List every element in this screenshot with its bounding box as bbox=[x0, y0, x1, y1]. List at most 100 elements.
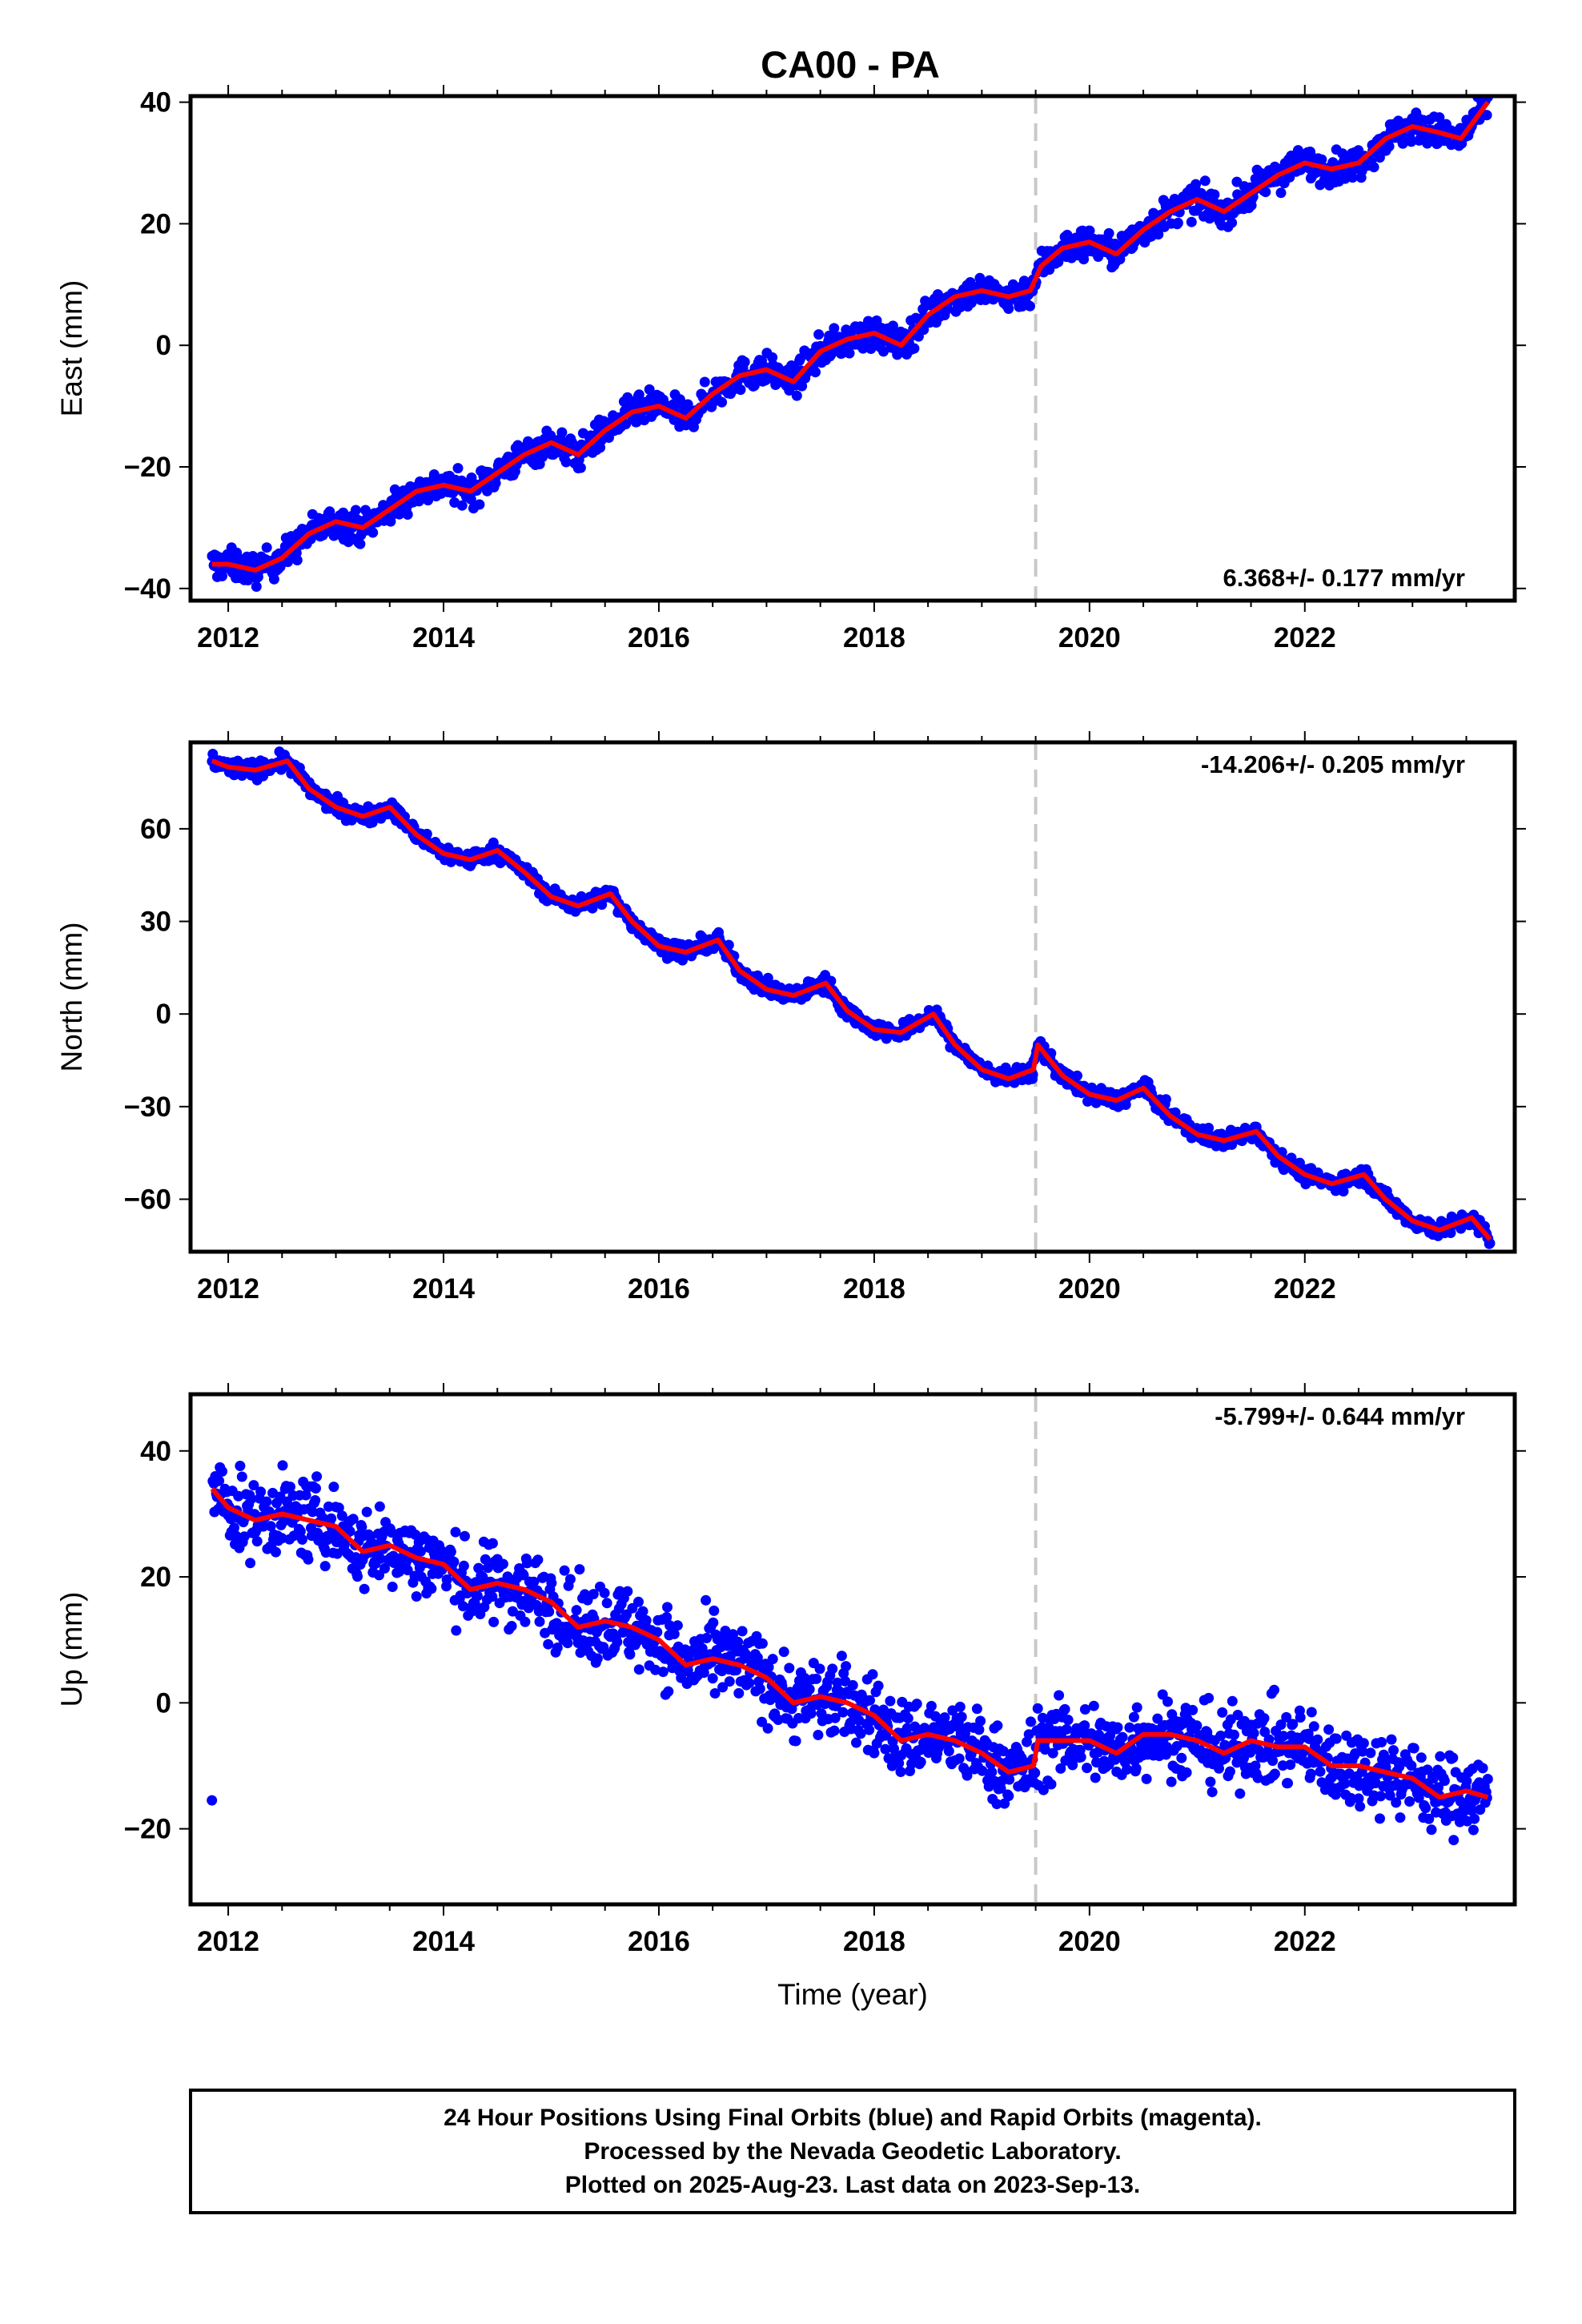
x-tick-label: 2020 bbox=[1058, 1273, 1121, 1305]
daily-position-point bbox=[361, 1506, 372, 1518]
daily-position-point bbox=[1112, 1722, 1123, 1733]
daily-position-point bbox=[1026, 1716, 1036, 1727]
daily-position-point bbox=[1209, 189, 1220, 200]
daily-position-point bbox=[359, 1583, 370, 1594]
daily-position-point bbox=[778, 1647, 789, 1658]
daily-position-point bbox=[487, 1538, 498, 1549]
daily-position-point bbox=[999, 1798, 1010, 1809]
daily-position-point bbox=[1277, 1760, 1288, 1771]
y-tick-label: −20 bbox=[124, 452, 171, 483]
daily-position-point bbox=[1285, 1759, 1296, 1771]
daily-position-point bbox=[352, 1571, 363, 1582]
panel-frame bbox=[188, 1392, 1517, 1907]
daily-position-point bbox=[532, 1554, 544, 1566]
daily-position-point bbox=[297, 1534, 307, 1545]
daily-position-point bbox=[1338, 1186, 1349, 1197]
daily-position-point bbox=[1384, 1790, 1395, 1801]
daily-position-point bbox=[926, 1700, 937, 1711]
daily-position-point bbox=[837, 1707, 849, 1718]
daily-position-point bbox=[1315, 1766, 1326, 1777]
daily-position-point bbox=[1103, 227, 1114, 239]
x-tick-label: 2016 bbox=[628, 1926, 690, 1957]
daily-position-point bbox=[1003, 304, 1014, 314]
daily-position-point bbox=[592, 1653, 603, 1664]
daily-position-point bbox=[1055, 1763, 1066, 1774]
daily-position-point bbox=[991, 1799, 1002, 1810]
daily-position-point bbox=[1353, 1793, 1364, 1804]
daily-position-point bbox=[236, 1471, 247, 1482]
daily-position-point bbox=[620, 419, 632, 430]
y-axis-label: North (mm) bbox=[55, 922, 88, 1072]
daily-position-point bbox=[251, 581, 262, 592]
daily-position-point bbox=[829, 1725, 840, 1736]
daily-position-point bbox=[534, 1616, 545, 1627]
daily-position-point bbox=[1054, 1690, 1065, 1701]
daily-position-point bbox=[1466, 1805, 1477, 1816]
daily-position-point bbox=[214, 1475, 225, 1486]
daily-position-point bbox=[1404, 1796, 1415, 1807]
daily-position-point bbox=[762, 1723, 773, 1734]
daily-position-point bbox=[633, 389, 644, 400]
daily-position-point bbox=[1039, 1744, 1050, 1755]
daily-position-point bbox=[1088, 1700, 1099, 1711]
daily-position-point bbox=[480, 1554, 491, 1565]
daily-position-point bbox=[1312, 1734, 1323, 1745]
model-fit-line bbox=[211, 100, 1490, 573]
daily-position-point bbox=[1308, 1721, 1319, 1732]
daily-position-point bbox=[1131, 1702, 1142, 1713]
daily-position-point bbox=[1365, 1747, 1376, 1759]
daily-position-point bbox=[827, 1663, 838, 1675]
daily-position-point bbox=[1217, 1707, 1228, 1718]
daily-position-point bbox=[1439, 1775, 1450, 1787]
daily-position-point bbox=[520, 1616, 531, 1627]
daily-position-point bbox=[556, 427, 568, 438]
daily-position-point bbox=[717, 1682, 729, 1693]
daily-position-point bbox=[1358, 1738, 1369, 1749]
daily-position-point bbox=[483, 1562, 493, 1574]
daily-position-point bbox=[1259, 1713, 1270, 1724]
x-tick-label: 2020 bbox=[1058, 622, 1121, 653]
daily-position-point bbox=[285, 1482, 295, 1493]
daily-position-point bbox=[813, 1730, 824, 1740]
daily-position-point bbox=[1461, 1775, 1472, 1787]
daily-position-point bbox=[992, 1720, 1003, 1731]
daily-position-point bbox=[1286, 1152, 1297, 1164]
north-panel: 2012 2014 2016 2018 2020 2022−60−3003060North… bbox=[55, 731, 1526, 1305]
daily-position-point bbox=[1269, 1768, 1280, 1779]
daily-position-point bbox=[1287, 1719, 1299, 1730]
daily-position-point bbox=[544, 1606, 555, 1617]
x-tick-label: 2022 bbox=[1274, 622, 1336, 653]
daily-position-point bbox=[1030, 1767, 1041, 1779]
daily-position-point bbox=[739, 356, 750, 368]
panel-frame bbox=[188, 94, 1517, 603]
daily-position-point bbox=[810, 367, 821, 378]
daily-position-point bbox=[1306, 1707, 1317, 1718]
y-axis-label: East (mm) bbox=[55, 280, 88, 417]
daily-position-point bbox=[1355, 1801, 1366, 1812]
daily-position-point bbox=[1203, 1123, 1215, 1133]
daily-position-point bbox=[1046, 1779, 1057, 1790]
x-tick-label: 2014 bbox=[412, 1273, 475, 1305]
daily-position-point bbox=[596, 899, 608, 911]
daily-position-point bbox=[261, 1496, 272, 1507]
plot-area bbox=[207, 96, 1493, 601]
daily-position-point bbox=[887, 320, 898, 332]
daily-position-point bbox=[873, 1680, 884, 1691]
daily-position-point bbox=[633, 1664, 644, 1675]
daily-position-point bbox=[307, 1506, 318, 1518]
daily-position-point bbox=[1481, 110, 1492, 121]
daily-position-point bbox=[1079, 1704, 1090, 1715]
daily-position-point bbox=[248, 1480, 259, 1491]
daily-position-point bbox=[765, 1695, 776, 1706]
daily-position-point bbox=[1232, 1710, 1243, 1720]
daily-position-point bbox=[1469, 1813, 1480, 1824]
y-tick-label: −30 bbox=[124, 1092, 171, 1123]
x-tick-label: 2018 bbox=[843, 622, 905, 653]
daily-position-point bbox=[324, 506, 335, 517]
daily-position-point bbox=[1059, 1703, 1070, 1715]
daily-position-point bbox=[1275, 187, 1287, 199]
daily-position-point bbox=[507, 1606, 518, 1617]
daily-position-point bbox=[1122, 1764, 1133, 1775]
daily-position-point bbox=[416, 1546, 426, 1557]
